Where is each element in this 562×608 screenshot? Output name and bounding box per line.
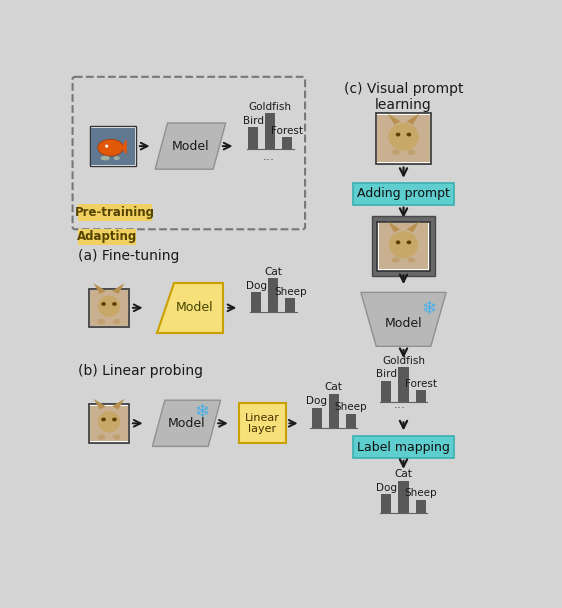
Text: (a) Fine-tuning: (a) Fine-tuning	[78, 249, 179, 263]
Text: ❄: ❄	[422, 300, 437, 317]
Bar	[415, 500, 425, 513]
Text: Label mapping: Label mapping	[357, 441, 450, 454]
Text: Adapting: Adapting	[76, 230, 137, 243]
Polygon shape	[155, 123, 225, 169]
Text: Dog: Dog	[306, 396, 327, 406]
Ellipse shape	[392, 257, 400, 263]
Bar	[382, 381, 392, 402]
Text: Cat: Cat	[264, 267, 282, 277]
Ellipse shape	[97, 435, 105, 440]
Ellipse shape	[97, 319, 105, 324]
Bar	[375, 113, 432, 164]
Text: Bird: Bird	[243, 116, 264, 126]
Text: Sheep: Sheep	[274, 287, 307, 297]
Polygon shape	[112, 399, 125, 409]
Polygon shape	[121, 139, 127, 155]
Ellipse shape	[101, 156, 110, 161]
Bar	[248, 127, 258, 149]
Text: Model: Model	[171, 140, 209, 153]
Bar	[312, 408, 321, 428]
Ellipse shape	[406, 240, 411, 244]
Bar	[371, 216, 436, 276]
Bar	[251, 292, 261, 313]
Text: Model: Model	[175, 302, 213, 314]
Text: ...: ...	[393, 398, 406, 410]
Text: ...: ...	[262, 150, 275, 164]
Text: Cat: Cat	[325, 382, 343, 392]
Text: Goldfish: Goldfish	[249, 102, 292, 112]
Text: Goldfish: Goldfish	[382, 356, 425, 365]
Bar	[91, 128, 134, 165]
Bar	[353, 437, 454, 458]
Ellipse shape	[389, 231, 418, 258]
Text: (b) Linear probing: (b) Linear probing	[78, 364, 203, 378]
Bar	[89, 289, 129, 327]
Bar	[285, 299, 296, 313]
Bar	[265, 113, 275, 149]
Text: Adding prompt: Adding prompt	[357, 187, 450, 201]
Polygon shape	[388, 221, 400, 232]
Ellipse shape	[407, 257, 415, 263]
Bar	[353, 183, 454, 205]
Ellipse shape	[101, 302, 106, 306]
Ellipse shape	[112, 418, 117, 421]
Text: Model: Model	[167, 417, 205, 430]
Bar	[415, 390, 425, 402]
Bar	[382, 494, 392, 513]
Bar	[90, 290, 128, 325]
Ellipse shape	[98, 139, 123, 156]
Bar	[268, 278, 278, 313]
Ellipse shape	[392, 150, 400, 155]
Ellipse shape	[388, 123, 419, 151]
Ellipse shape	[113, 319, 121, 324]
Bar	[398, 481, 409, 513]
Text: Forest: Forest	[271, 126, 303, 136]
Text: Dog: Dog	[376, 483, 397, 492]
Text: Pre-training: Pre-training	[74, 206, 155, 219]
Bar	[377, 114, 430, 162]
Text: Bird: Bird	[376, 369, 397, 379]
Bar	[346, 414, 356, 428]
Ellipse shape	[98, 411, 120, 432]
Polygon shape	[112, 283, 125, 294]
Polygon shape	[406, 114, 419, 125]
Circle shape	[105, 145, 108, 148]
Bar	[398, 367, 409, 402]
Text: Cat: Cat	[395, 469, 413, 479]
Text: Model: Model	[384, 317, 422, 330]
Ellipse shape	[396, 240, 400, 244]
Text: (c) Visual prompt
learning: (c) Visual prompt learning	[344, 82, 463, 112]
Bar	[377, 221, 430, 271]
Text: Dog: Dog	[246, 281, 267, 291]
Polygon shape	[406, 221, 419, 232]
Ellipse shape	[406, 133, 411, 136]
Polygon shape	[93, 283, 106, 294]
Text: Sheep: Sheep	[334, 402, 367, 412]
Ellipse shape	[112, 302, 117, 306]
Polygon shape	[157, 283, 223, 333]
Ellipse shape	[114, 156, 120, 160]
Bar	[89, 404, 129, 443]
Bar	[89, 126, 136, 166]
Ellipse shape	[101, 418, 106, 421]
Text: Linear
layer: Linear layer	[245, 412, 280, 434]
Text: Forest: Forest	[405, 379, 437, 389]
Ellipse shape	[98, 295, 120, 317]
Polygon shape	[388, 114, 400, 125]
Bar	[78, 204, 152, 221]
Ellipse shape	[407, 150, 415, 155]
Bar	[379, 223, 428, 269]
Bar	[239, 403, 285, 443]
Text: ❄: ❄	[194, 402, 210, 421]
Polygon shape	[361, 292, 446, 347]
Bar	[329, 394, 339, 428]
Bar	[90, 406, 128, 441]
Ellipse shape	[396, 133, 400, 136]
Bar	[78, 229, 136, 244]
Bar	[282, 137, 292, 149]
Polygon shape	[93, 399, 106, 409]
Ellipse shape	[113, 435, 121, 440]
Polygon shape	[152, 400, 221, 446]
Text: Sheep: Sheep	[404, 488, 437, 499]
